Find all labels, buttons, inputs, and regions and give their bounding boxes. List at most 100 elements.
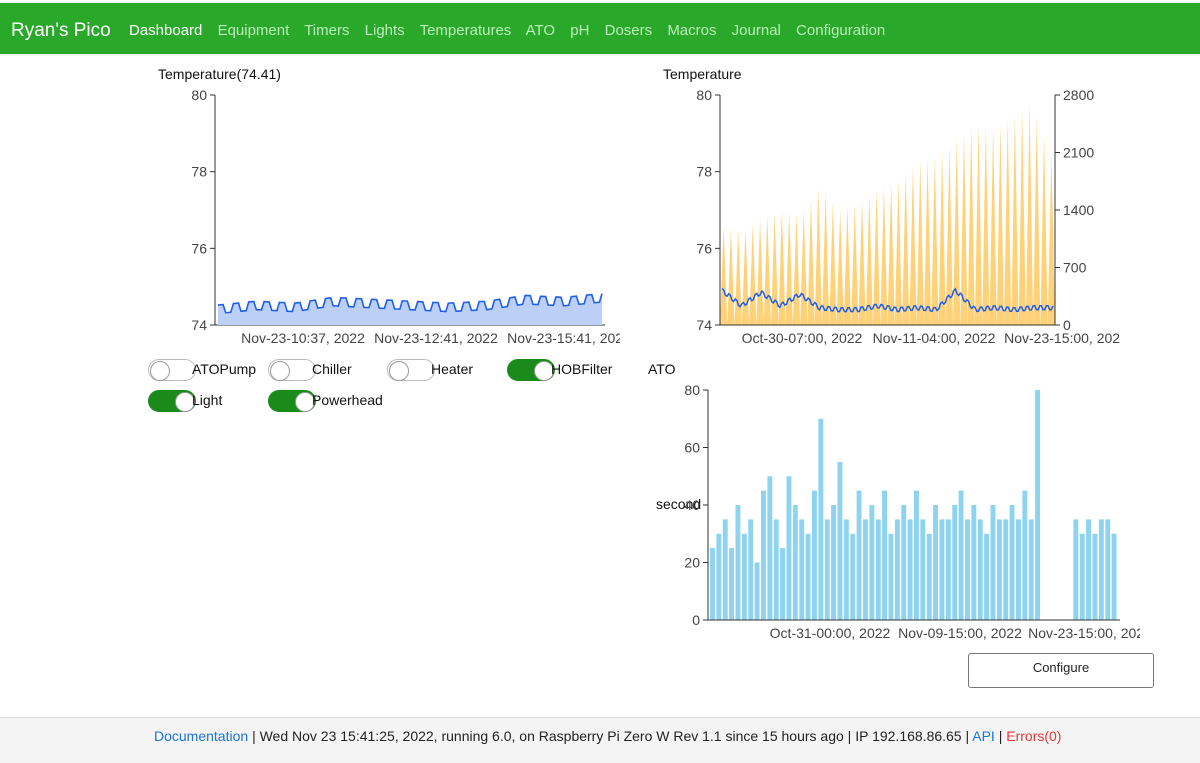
ato-bar <box>965 519 970 620</box>
light-label: Light <box>192 392 223 408</box>
light-switch[interactable] <box>148 390 196 412</box>
ato-bar <box>990 505 996 620</box>
nav-timers[interactable]: Timers <box>304 22 350 39</box>
configure-button[interactable]: Configure <box>968 653 1154 688</box>
chiller-switch[interactable] <box>268 359 316 381</box>
usage-peak <box>756 219 764 325</box>
usage-peak <box>771 212 779 325</box>
atopump-switch[interactable] <box>148 359 196 381</box>
ato-bar <box>894 519 900 620</box>
x-tick-label: Oct-31-00:00, 2022 <box>770 625 891 641</box>
hobfilter-switch[interactable] <box>507 359 555 381</box>
usage-peak <box>792 213 801 325</box>
usage-peak <box>931 156 939 325</box>
usage-peak <box>1025 104 1034 326</box>
y2-tick-label: 0 <box>1063 317 1071 333</box>
ato-bar <box>914 490 919 620</box>
x-tick-label: Nov-09-15:00, 2022 <box>898 625 1022 641</box>
ato-bar <box>824 519 830 620</box>
ato-bar <box>837 461 843 620</box>
usage-peak <box>822 192 830 325</box>
nav-journal[interactable]: Journal <box>731 22 781 39</box>
ato-bar <box>1105 519 1111 620</box>
usage-peak <box>887 183 895 325</box>
usage-peak <box>967 126 975 325</box>
usage-peak <box>763 216 771 325</box>
ato-bar <box>863 519 868 620</box>
nav-ato[interactable]: ATO <box>525 22 556 39</box>
x-tick-label: Oct-30-07:00, 2022 <box>742 330 863 346</box>
temperature-chart-title: Temperature(74.41) <box>158 66 281 82</box>
ato-bar <box>1016 519 1021 620</box>
api-link[interactable]: API <box>972 728 995 744</box>
ato-bar <box>856 490 862 620</box>
ato-bar <box>773 519 779 620</box>
ato-bar <box>748 519 754 620</box>
temperature-history-line <box>721 287 1054 313</box>
ato-bar <box>1079 533 1085 621</box>
errors-link[interactable]: Errors(0) <box>1006 728 1062 744</box>
y-tick-label: 20 <box>684 555 700 571</box>
ato-bar <box>984 533 989 621</box>
ato-bar <box>920 519 926 620</box>
documentation-link[interactable]: Documentation <box>154 728 249 744</box>
nav-dashboard[interactable]: Dashboard <box>129 22 203 39</box>
usage-peak <box>996 123 1004 325</box>
ato-bar <box>780 548 785 620</box>
ato-bar <box>729 548 734 620</box>
usage-peak <box>727 228 735 325</box>
usage-peak <box>902 172 910 325</box>
ato-bar <box>869 505 875 620</box>
usage-peak <box>945 144 953 325</box>
ato-bar <box>958 490 964 620</box>
footer-separator: | <box>252 728 256 744</box>
usage-peak <box>909 164 917 325</box>
usage-peak <box>858 199 866 325</box>
nav-equipment[interactable]: Equipment <box>217 22 290 39</box>
ato-bar <box>901 505 907 620</box>
usage-peak <box>880 186 888 325</box>
nav-lights[interactable]: Lights <box>364 22 405 39</box>
ato-bar <box>1009 505 1015 620</box>
powerhead-label: Powerhead <box>312 392 383 408</box>
y-tick-label: 76 <box>696 240 712 256</box>
usage-peak <box>785 211 793 325</box>
heater-label: Heater <box>431 361 474 377</box>
ato-bar <box>818 418 824 621</box>
usage-peak <box>843 206 852 325</box>
temperature-history-chart: 74 76 78 80 0 700 1400 2100 2800 Oct-30-07:00, 20… <box>696 87 1120 346</box>
nav-configuration[interactable]: Configuration <box>796 22 886 39</box>
chiller-label: Chiller <box>312 361 352 377</box>
y2-tick-label: 2800 <box>1063 87 1094 103</box>
usage-peak <box>836 209 844 325</box>
ato-bar <box>1092 533 1098 621</box>
ato-bar <box>882 490 887 620</box>
x-tick-label: Nov-23-10:37, 2022 <box>241 330 365 346</box>
x-tick-label: Nov-23-15:00, 2022 <box>1028 625 1140 641</box>
brand-title[interactable]: Ryan's Pico <box>11 20 111 41</box>
heater-switch[interactable] <box>387 359 435 381</box>
ato-bar <box>850 533 856 621</box>
nav-temperatures[interactable]: Temperatures <box>419 22 512 39</box>
usage-peak <box>1033 115 1041 325</box>
ato-bar <box>786 476 792 621</box>
ato-bar <box>933 505 938 620</box>
powerhead-switch[interactable] <box>268 390 316 412</box>
y-tick-label: 80 <box>191 87 207 103</box>
nav-ph[interactable]: pH <box>570 22 590 39</box>
x-tick-label: Nov-11-04:00, 2022 <box>873 330 996 346</box>
ato-bar <box>939 519 945 620</box>
usage-peak <box>1004 118 1012 325</box>
usage-peak <box>865 194 873 325</box>
ato-bar <box>716 533 722 621</box>
ato-bar <box>1073 519 1079 620</box>
nav-macros[interactable]: Macros <box>667 22 717 39</box>
usage-peak <box>1018 109 1026 325</box>
nav-dosers[interactable]: Dosers <box>604 22 653 39</box>
y-tick-label: 80 <box>684 382 700 398</box>
ato-bar <box>761 490 766 620</box>
ato-bar <box>710 548 715 620</box>
usage-peak <box>749 224 757 325</box>
ato-bar <box>767 476 773 621</box>
temperature-line <box>217 293 603 314</box>
